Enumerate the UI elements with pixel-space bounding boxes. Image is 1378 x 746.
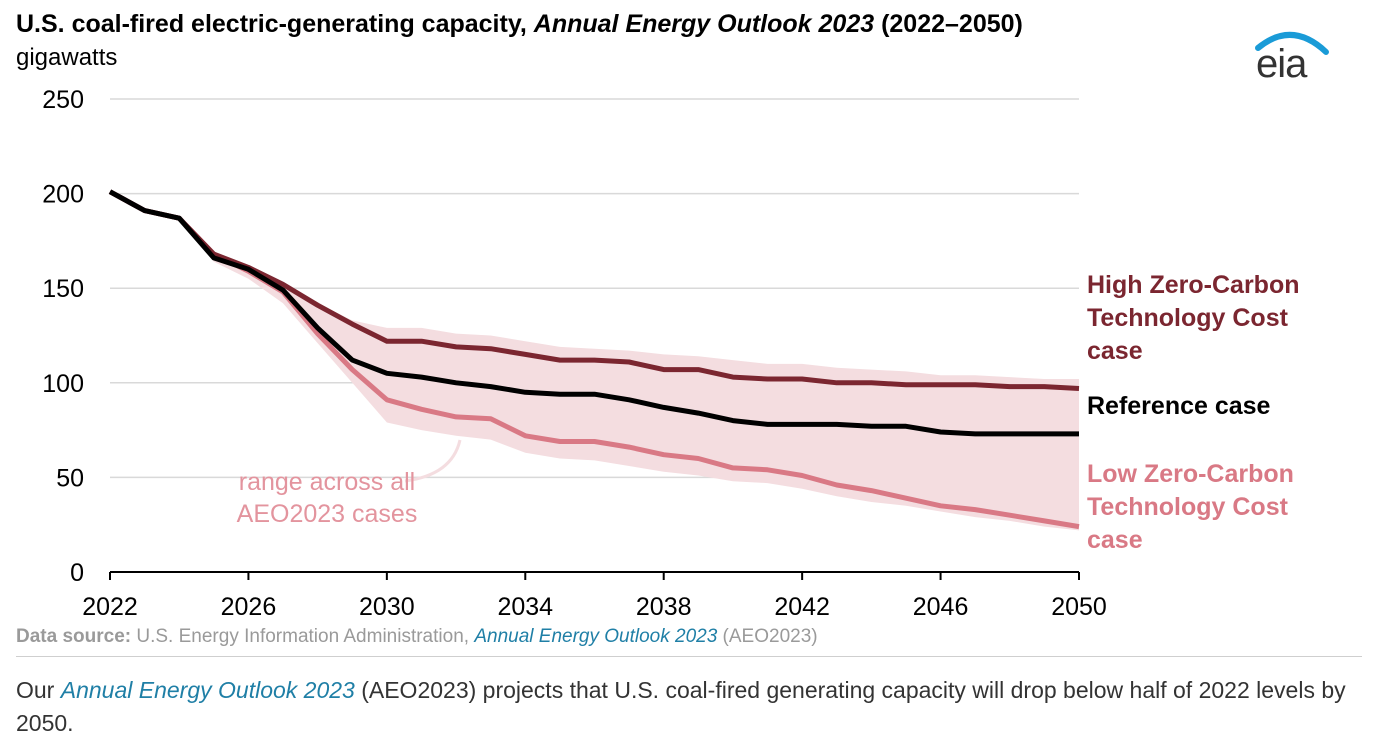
caption: Our Annual Energy Outlook 2023 (AEO2023)… [16, 674, 1368, 740]
x-tick-label-2050: 2050 [1051, 593, 1107, 621]
chart-title-part1: U.S. coal-fired electric-generating capa… [16, 10, 534, 38]
x-tick-label-2046: 2046 [913, 593, 969, 621]
data-source-link[interactable]: Annual Energy Outlook 2023 [474, 626, 718, 647]
eia-logo-icon[interactable]: eia [1252, 26, 1332, 86]
caption-prefix: Our [16, 677, 61, 703]
eia-logo-arc-icon [1255, 32, 1329, 55]
range-band-leader-line [404, 439, 462, 483]
y-tick-label-150: 150 [42, 275, 84, 303]
data-source-text: U.S. Energy Information Administration, [131, 626, 475, 647]
range-band-label-line-1: AEO2023 cases [237, 500, 418, 528]
series-label-low-zero-carbon-technology-cost-case-1: Technology Cost [1087, 493, 1289, 521]
x-tick-label-2030: 2030 [359, 593, 415, 621]
series-line-high-zero-carbon-technology-cost-case [108, 189, 1080, 391]
chart-title-italic: Annual Energy Outlook 2023 [533, 10, 875, 38]
data-source: Data source: U.S. Energy Information Adm… [16, 626, 818, 648]
data-source-suffix: (AEO2023) [717, 626, 818, 647]
chart-title: U.S. coal-fired electric-generating capa… [16, 10, 1023, 39]
line-chart: 0 50 100 150 200 250 range across all AEO2023 c… [42, 86, 1300, 621]
series-label-high-zero-carbon-technology-cost-case-1: Technology Cost [1087, 304, 1289, 332]
y-tick-label-250: 250 [42, 86, 84, 114]
series-label-high-zero-carbon-technology-cost-case-0: High Zero-Carbon [1087, 271, 1300, 299]
y-axis-unit: gigawatts [16, 44, 118, 71]
y-tick-label-100: 100 [42, 370, 84, 398]
divider [16, 656, 1362, 657]
y-tick-label-50: 50 [56, 464, 84, 492]
range-band-label-line-0: range across all [239, 468, 415, 496]
y-tick-label-200: 200 [42, 181, 84, 209]
x-tick-label-2042: 2042 [774, 593, 830, 621]
x-tick-label-2038: 2038 [636, 593, 692, 621]
caption-link[interactable]: Annual Energy Outlook 2023 [60, 677, 355, 703]
eia-logo-text: eia [1256, 42, 1307, 86]
series-label-low-zero-carbon-technology-cost-case-0: Low Zero-Carbon [1087, 460, 1294, 488]
series-line-reference-case [108, 189, 1079, 437]
series-label-high-zero-carbon-technology-cost-case-2: case [1087, 337, 1143, 365]
x-tick-label-2022: 2022 [82, 593, 138, 621]
data-source-label: Data source: [16, 626, 132, 647]
chart-title-part2: (2022–2050) [874, 10, 1023, 38]
x-tick-label-2034: 2034 [497, 593, 553, 621]
y-tick-label-0: 0 [70, 559, 84, 587]
caption-text: (AEO2023) projects that U.S. coal-fired … [16, 677, 1346, 736]
series-label-reference-case-0: Reference case [1087, 392, 1271, 420]
x-tick-label-2026: 2026 [221, 593, 277, 621]
series-label-low-zero-carbon-technology-cost-case-2: case [1087, 526, 1143, 554]
